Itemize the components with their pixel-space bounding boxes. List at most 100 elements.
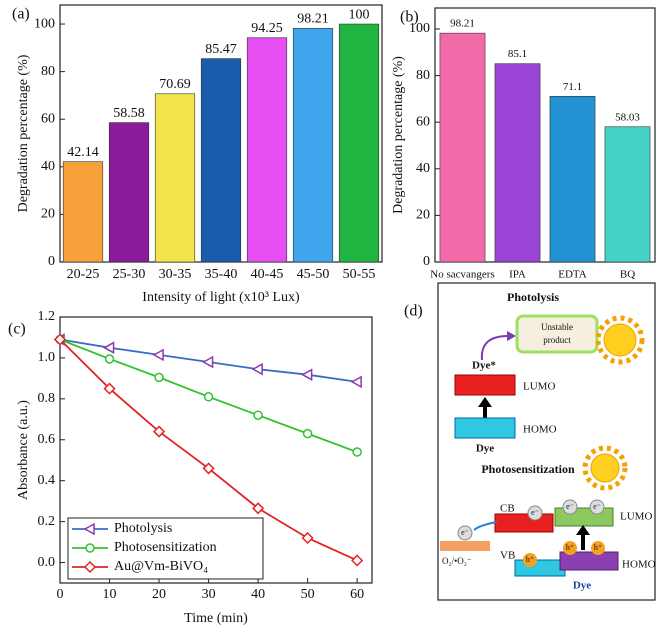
x-tick-label: EDTA	[558, 269, 587, 281]
x-tick-label: 40	[251, 587, 265, 602]
electron-label: e⁻	[531, 508, 539, 517]
x-tick-label: 30-35	[159, 267, 192, 282]
homo-label: HOMO	[523, 424, 557, 436]
bar	[494, 63, 541, 263]
legend-marker	[85, 543, 95, 553]
legend-label: Photolysis	[114, 521, 172, 536]
marker	[350, 375, 362, 389]
bar	[292, 27, 334, 263]
value-label: 58.03	[615, 111, 640, 123]
x-tick-label: 50-55	[343, 267, 376, 282]
electron-label: e⁻	[593, 502, 601, 511]
vb-box	[514, 559, 566, 577]
y-tick-label: 100	[34, 16, 55, 31]
y-tick-label: 40	[41, 159, 55, 174]
value-label: 94.25	[251, 21, 283, 36]
y-tick-label: 0	[48, 254, 55, 269]
x-tick-label: 35-40	[205, 267, 238, 282]
marker	[351, 554, 364, 567]
panel-label: (b)	[400, 9, 419, 26]
bar	[246, 37, 288, 263]
x-tick-label: 45-50	[297, 267, 330, 282]
x-tick-label: 50	[301, 587, 315, 602]
legend-marker	[83, 560, 97, 574]
marker	[251, 362, 263, 376]
marker	[301, 531, 314, 545]
y-tick-label: 0	[423, 254, 430, 269]
value-label: 100	[349, 7, 370, 22]
y-tick-label: 60	[41, 111, 55, 126]
y-axis-label: Degradation percentage (%)	[391, 56, 406, 214]
excited-dye: Dye*	[472, 360, 496, 372]
hole	[523, 553, 537, 567]
sun	[595, 315, 645, 365]
hole	[591, 541, 605, 555]
marker	[102, 341, 115, 354]
bar	[338, 23, 380, 263]
y-tick-label: 40	[416, 161, 430, 176]
arrow	[473, 521, 498, 531]
y-tick-label: 0.2	[38, 514, 56, 529]
sun	[582, 445, 628, 491]
lumo-label: LUMO	[620, 511, 652, 523]
marker	[203, 392, 214, 402]
value-label: 98.21	[297, 12, 329, 27]
electron	[562, 499, 578, 515]
bar	[108, 122, 150, 263]
legend-label: Au@Vm-BiVO₄	[114, 559, 208, 574]
x-tick-label: 20-25	[67, 267, 100, 282]
bar	[154, 93, 196, 263]
x-tick-label: 60	[350, 587, 364, 602]
arrow	[480, 334, 511, 361]
x-tick-label: No sacvangers	[430, 269, 494, 281]
x-axis-label: Intensity of light (x10³ Lux)	[142, 290, 300, 305]
value-label: 71.1	[563, 81, 582, 93]
y-tick-label: 80	[416, 68, 430, 83]
x-tick-label: BQ	[620, 269, 635, 281]
value-label: 85.47	[205, 42, 237, 57]
x-tick-label: 40-45	[251, 267, 284, 282]
cb-box	[494, 513, 554, 533]
vb-label: VB	[500, 550, 515, 562]
lumo-label: LUMO	[523, 381, 555, 393]
marker	[252, 502, 265, 515]
hole	[563, 541, 577, 555]
electron-label: e⁻	[566, 502, 574, 511]
marker	[152, 348, 164, 362]
bar	[439, 32, 486, 263]
plot-frame	[59, 316, 373, 584]
hole-label: h⁺	[566, 543, 574, 552]
x-tick-label: 10	[103, 587, 117, 602]
homo-box	[454, 417, 516, 439]
diagram-frame	[437, 282, 656, 601]
x-tick-label: IPA	[509, 269, 526, 281]
value-label: 85.1	[508, 48, 527, 60]
legend-label: Photosensitization	[114, 540, 217, 555]
x-tick-label: 20	[152, 587, 166, 602]
bar	[604, 126, 651, 263]
marker	[104, 354, 115, 364]
y-tick-label: 0.0	[38, 555, 56, 570]
arrow-head	[576, 525, 590, 535]
y-axis-label: Degradation percentage (%)	[16, 54, 31, 212]
marker	[301, 368, 313, 381]
arrow-head	[507, 331, 516, 341]
legend-marker	[83, 522, 95, 536]
panel-label: (d)	[404, 303, 423, 320]
electron	[527, 505, 543, 521]
diagram-title: Photosensitization	[481, 462, 575, 476]
x-axis-label: Time (min)	[184, 611, 248, 626]
arrow-head	[478, 397, 492, 407]
y-axis-label: Absorbance (a.u.)	[16, 400, 31, 500]
electron	[589, 499, 605, 515]
electron	[457, 525, 473, 541]
lumo-box	[454, 374, 516, 396]
diagram-panel: (d) Photolysis Unstable product Dye* LUM…	[404, 282, 656, 601]
panel-label: (c)	[8, 321, 26, 338]
marker	[253, 410, 263, 420]
x-tick-label: 30	[202, 587, 216, 602]
product-label: product	[543, 335, 571, 345]
value-label: 42.14	[67, 145, 99, 160]
